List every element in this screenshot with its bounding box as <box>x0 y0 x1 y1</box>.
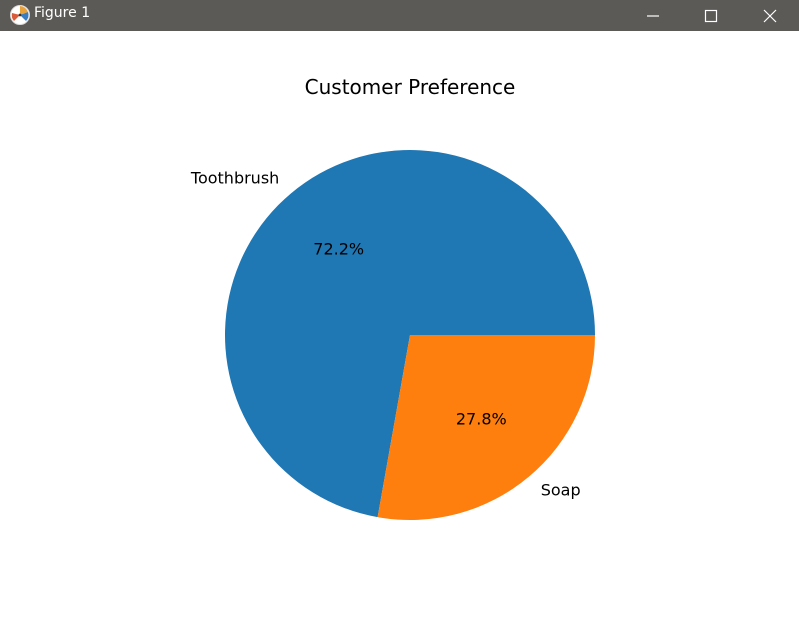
matplotlib-logo-icon <box>9 4 31 26</box>
pie-category-label: Soap <box>541 480 581 499</box>
pie-chart: Customer Preference 72.2% Toothbrush 27.8%… <box>190 75 595 520</box>
pie-slice-toothbrush <box>225 150 595 518</box>
figure-canvas: Customer Preference 72.2% Toothbrush 27.8%… <box>0 31 799 629</box>
window-titlebar: Figure 1 <box>0 0 799 31</box>
close-button[interactable] <box>741 0 799 31</box>
pie-slices <box>225 150 595 520</box>
pie-category-label: Toothbrush <box>190 169 279 188</box>
minimize-icon <box>647 14 659 17</box>
pie-pct-label: 27.8% <box>456 410 507 429</box>
minimize-button[interactable] <box>624 0 682 31</box>
maximize-icon <box>704 9 718 22</box>
pie-slice-soap <box>377 335 595 520</box>
pie-labels: 72.2% Toothbrush 27.8% Soap <box>190 169 581 500</box>
pie-pct-label: 72.2% <box>313 239 364 258</box>
close-icon <box>763 9 777 22</box>
chart-title: Customer Preference <box>305 75 516 99</box>
window-title: Figure 1 <box>34 5 91 21</box>
maximize-button[interactable] <box>682 0 740 31</box>
